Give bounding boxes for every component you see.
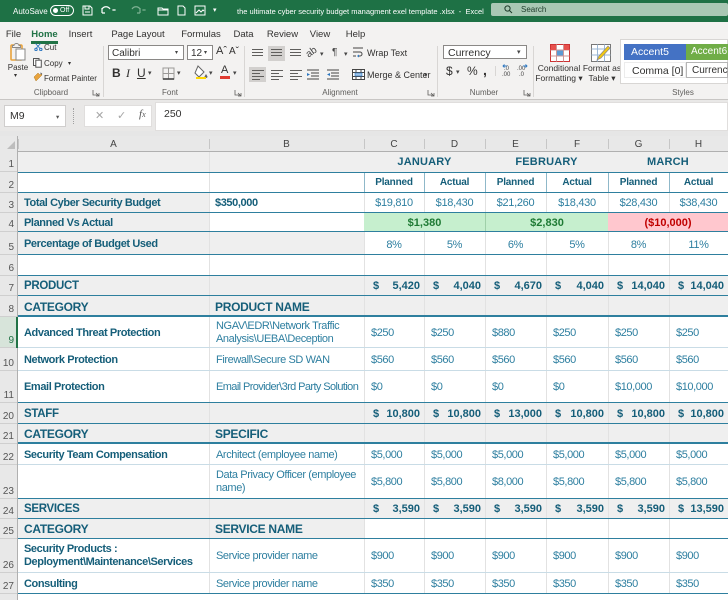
svg-text:.00: .00	[517, 66, 526, 72]
svg-text:.0: .0	[504, 66, 510, 72]
svg-text:.00: .00	[502, 72, 511, 77]
svg-text:.0: .0	[519, 72, 525, 77]
